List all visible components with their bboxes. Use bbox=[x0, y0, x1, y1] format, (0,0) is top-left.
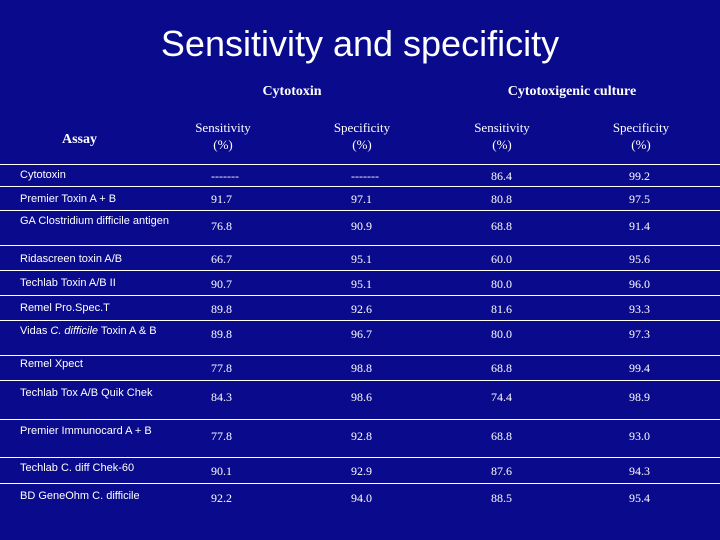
col-header-unit: (%) bbox=[213, 137, 233, 152]
assay-name-prefix: Vidas bbox=[20, 325, 51, 337]
cell-value: 96.7 bbox=[351, 327, 372, 341]
cell-value: 66.7 bbox=[211, 252, 232, 266]
col-header-unit: (%) bbox=[352, 137, 372, 152]
assay-name-suffix: Toxin A & B bbox=[98, 325, 157, 337]
cell-value: 92.6 bbox=[351, 302, 372, 316]
assay-name: Remel Xpect bbox=[20, 358, 83, 370]
cell-value: 80.0 bbox=[491, 277, 512, 291]
table-row: Premier Toxin A + B 91.7 97.1 80.8 97.5 bbox=[0, 187, 720, 211]
cell-value: 91.7 bbox=[211, 192, 232, 206]
assay-name: Techlab Toxin A/B II bbox=[20, 277, 116, 289]
col-header-cytotoxin-sensitivity: Sensitivity (%) bbox=[168, 119, 278, 153]
cell-value: 97.1 bbox=[351, 192, 372, 206]
cell-value: 80.0 bbox=[491, 327, 512, 341]
col-header-unit: (%) bbox=[492, 137, 512, 152]
col-header-line: Sensitivity bbox=[195, 120, 251, 135]
cell-value: 92.9 bbox=[351, 464, 372, 478]
cell-value: 99.4 bbox=[629, 361, 650, 375]
col-header-cytotoxin-specificity: Specificity (%) bbox=[307, 119, 417, 153]
table-body: Cytotoxin ------- ------- 86.4 99.2 Prem… bbox=[0, 165, 720, 524]
cell-value: 81.6 bbox=[491, 302, 512, 316]
cell-value: 68.8 bbox=[491, 219, 512, 233]
cell-value: 92.2 bbox=[211, 491, 232, 505]
assay-name: Remel Pro.Spec.T bbox=[20, 302, 110, 314]
assay-name: Premier Toxin A + B bbox=[20, 193, 117, 205]
group-header-cytotoxin: Cytotoxin bbox=[262, 84, 322, 99]
cell-value: 77.8 bbox=[211, 361, 232, 375]
col-header-culture-sensitivity: Sensitivity (%) bbox=[447, 119, 557, 153]
cell-value: 99.2 bbox=[629, 169, 650, 183]
table-row: BD GeneOhm C. difficile 92.2 94.0 88.5 9… bbox=[0, 484, 720, 524]
slide-title: Sensitivity and specificity bbox=[160, 23, 560, 64]
cell-value: 94.3 bbox=[629, 464, 650, 478]
assay-name: Cytotoxin bbox=[20, 169, 66, 181]
table-row: Ridascreen toxin A/B 66.7 95.1 60.0 95.6 bbox=[0, 246, 720, 271]
table-row: GA Clostridium difficile antigen 76.8 90… bbox=[0, 211, 720, 246]
cell-value: 68.8 bbox=[491, 429, 512, 443]
table-row: Premier Immunocard A + B 77.8 92.8 68.8 … bbox=[0, 420, 720, 458]
col-header-culture-specificity: Specificity (%) bbox=[586, 119, 696, 153]
assay-name: Techlab Tox A/B Quik Chek bbox=[20, 387, 153, 399]
cell-value: 98.6 bbox=[351, 390, 372, 404]
cell-value: 74.4 bbox=[491, 390, 512, 404]
cell-value: 98.9 bbox=[629, 390, 650, 404]
assay-name: BD GeneOhm C. difficile bbox=[20, 490, 140, 502]
cell-value: 93.0 bbox=[629, 429, 650, 443]
table-row: Techlab Tox A/B Quik Chek 84.3 98.6 74.4… bbox=[0, 381, 720, 420]
table-row: Techlab Toxin A/B II 90.7 95.1 80.0 96.0 bbox=[0, 271, 720, 296]
cell-value: 76.8 bbox=[211, 219, 232, 233]
assay-name: GA Clostridium difficile antigen bbox=[20, 215, 169, 227]
cell-value: 91.4 bbox=[629, 219, 650, 233]
cell-value: 90.7 bbox=[211, 277, 232, 291]
header-divider bbox=[0, 164, 720, 165]
cell-value: 95.4 bbox=[629, 491, 650, 505]
table-row: Cytotoxin ------- ------- 86.4 99.2 bbox=[0, 165, 720, 187]
cell-value: 95.6 bbox=[629, 252, 650, 266]
table-row: Remel Xpect 77.8 98.8 68.8 99.4 bbox=[0, 356, 720, 381]
cell-value: 92.8 bbox=[351, 429, 372, 443]
cell-value: 96.0 bbox=[629, 277, 650, 291]
col-header-unit: (%) bbox=[631, 137, 651, 152]
assay-column-header: Assay bbox=[62, 132, 98, 147]
cell-value: ------- bbox=[351, 169, 379, 183]
table-row: Vidas C. difficile Toxin A & B 89.8 96.7… bbox=[0, 321, 720, 356]
cell-value: ------- bbox=[211, 169, 239, 183]
cell-value: 89.8 bbox=[211, 327, 232, 341]
cell-value: 77.8 bbox=[211, 429, 232, 443]
cell-value: 80.8 bbox=[491, 192, 512, 206]
assay-name-organism: C. difficile bbox=[50, 325, 99, 337]
cell-value: 87.6 bbox=[491, 464, 512, 478]
cell-value: 95.1 bbox=[351, 277, 372, 291]
table-row: Techlab C. diff Chek-60 90.1 92.9 87.6 9… bbox=[0, 458, 720, 484]
cell-value: 86.4 bbox=[491, 169, 512, 183]
group-header-cytotoxigenic-culture: Cytotoxigenic culture bbox=[507, 84, 637, 99]
cell-value: 97.5 bbox=[629, 192, 650, 206]
cell-value: 90.1 bbox=[211, 464, 232, 478]
cell-value: 94.0 bbox=[351, 491, 372, 505]
col-header-line: Specificity bbox=[612, 120, 670, 135]
cell-value: 60.0 bbox=[491, 252, 512, 266]
table-row: Remel Pro.Spec.T 89.8 92.6 81.6 93.3 bbox=[0, 296, 720, 321]
cell-value: 88.5 bbox=[491, 491, 512, 505]
cell-value: 68.8 bbox=[491, 361, 512, 375]
assay-name: Premier Immunocard A + B bbox=[20, 425, 152, 437]
cell-value: 98.8 bbox=[351, 361, 372, 375]
cell-value: 97.3 bbox=[629, 327, 650, 341]
cell-value: 84.3 bbox=[211, 390, 232, 404]
assay-name: Techlab C. diff Chek-60 bbox=[20, 462, 135, 474]
cell-value: 93.3 bbox=[629, 302, 650, 316]
cell-value: 95.1 bbox=[351, 252, 372, 266]
assay-name: Vidas C. difficile Toxin A & B bbox=[20, 325, 180, 338]
assay-name: Ridascreen toxin A/B bbox=[20, 253, 123, 265]
cell-value: 89.8 bbox=[211, 302, 232, 316]
cell-value: 90.9 bbox=[351, 219, 372, 233]
col-header-line: Specificity bbox=[333, 120, 391, 135]
col-header-line: Sensitivity bbox=[474, 120, 530, 135]
